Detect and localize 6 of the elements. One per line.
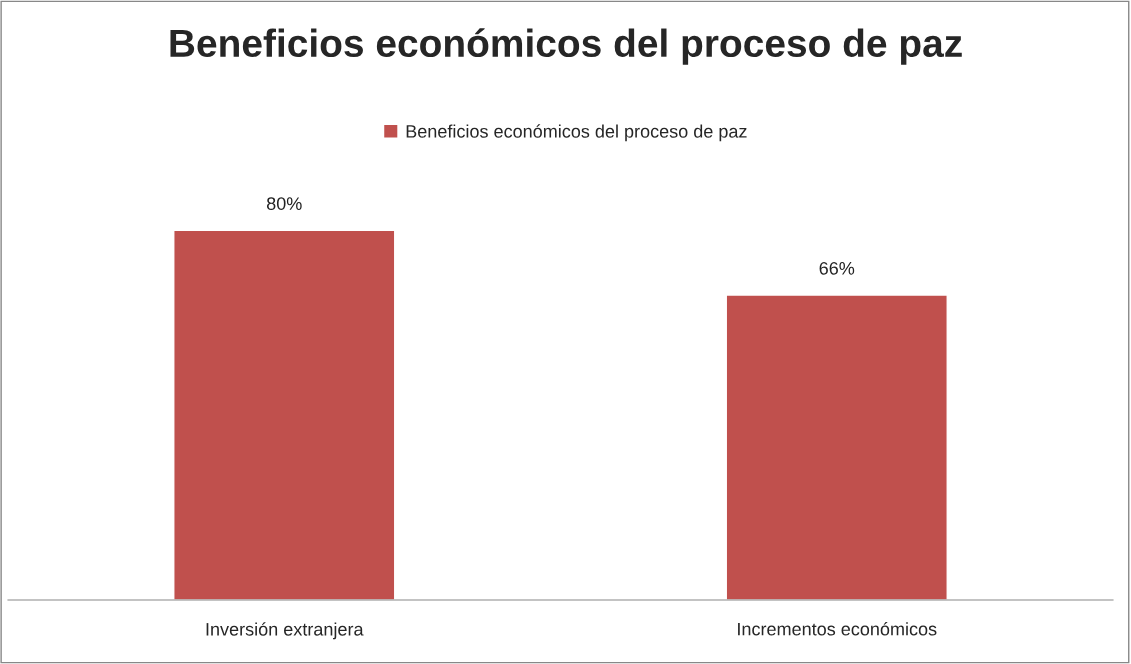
- legend-label: Beneficios económicos del proceso de paz: [406, 124, 747, 142]
- chart-title: Beneficios económicos del proceso de paz: [170, 28, 962, 65]
- x-tick-label: Incrementos económicos: [738, 622, 937, 636]
- x-tick-label: Inversión extranjera: [206, 622, 364, 640]
- data-label: 80%: [266, 197, 302, 210]
- data-label: 66%: [819, 261, 855, 275]
